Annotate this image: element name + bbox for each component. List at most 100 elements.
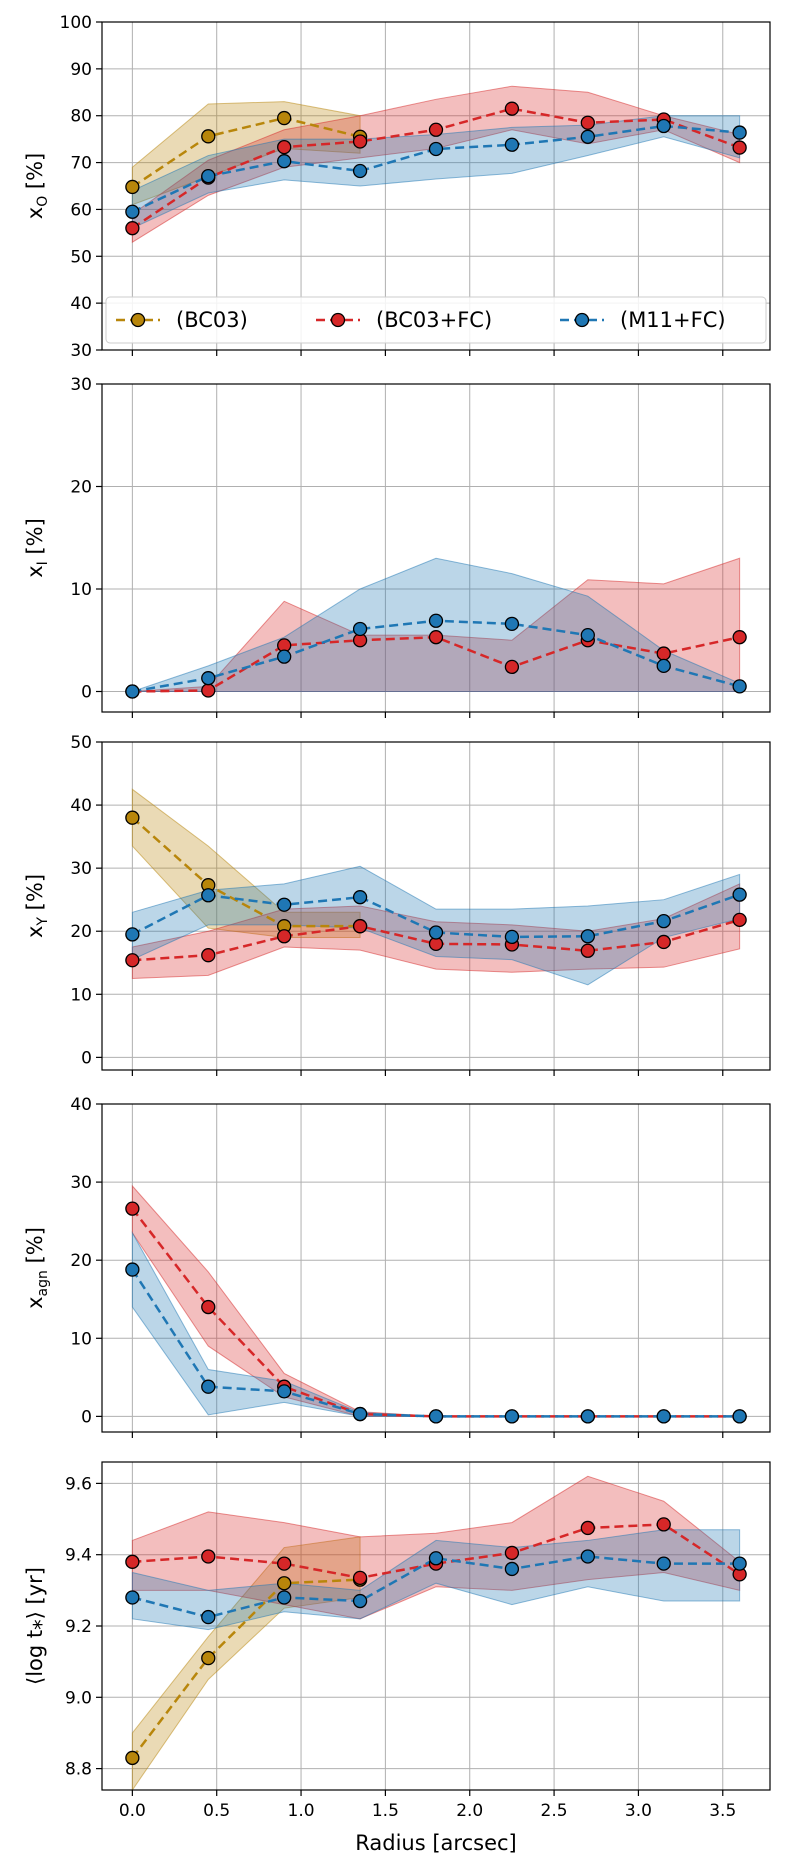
y-axis-label: xO [%] <box>23 153 51 219</box>
data-point-m11fc <box>352 163 368 179</box>
legend-label-bc03fc: (BC03+FC) <box>376 308 492 332</box>
data-point-bc03 <box>277 110 292 126</box>
axes-frame <box>101 1103 771 1433</box>
data-point-m11fc <box>732 1409 747 1424</box>
y-tick-label: 90 <box>70 60 92 80</box>
panel-2: 0 10 20 30 40 50 xY [%] <box>23 733 771 1076</box>
legend-box <box>105 296 767 344</box>
x-axis-label: Radius [arcsec] <box>355 1831 516 1855</box>
data-point-m11fc <box>201 1609 216 1625</box>
data-point-m11fc <box>277 1590 292 1605</box>
y-tick-label: 30 <box>70 341 92 361</box>
x-tick-label: 0.5 <box>203 1801 230 1821</box>
data-point-bc03fc <box>504 101 520 116</box>
data-point-m11fc <box>201 1379 216 1394</box>
data-point-bc03fc <box>352 134 368 149</box>
data-point-m11fc <box>125 927 140 942</box>
y-tick-label: 8.8 <box>65 1760 92 1780</box>
x-tick-label: 3.5 <box>709 1801 736 1821</box>
data-point-m11fc <box>580 129 595 144</box>
y-axis-label-main: x <box>23 207 47 219</box>
panel-1: 0 10 20 30 xI [%] <box>23 375 771 718</box>
data-point-m11fc <box>656 1409 671 1424</box>
data-point-bc03 <box>277 1576 292 1591</box>
data-point-bc03fc <box>656 646 671 661</box>
y-tick-label: 10 <box>70 985 92 1005</box>
data-point-bc03fc <box>201 683 216 698</box>
data-point-bc03fc <box>352 919 368 934</box>
data-point-bc03fc <box>428 630 444 645</box>
data-point-bc03fc <box>352 1570 368 1586</box>
data-point-bc03fc <box>656 1517 671 1532</box>
y-tick-label: 20 <box>70 922 92 942</box>
y-tick-label: 30 <box>70 1173 92 1193</box>
data-point-bc03fc <box>201 1549 216 1564</box>
series-line-bc03 <box>131 116 361 188</box>
y-tick-label: 70 <box>70 154 92 174</box>
y-axis-label: xY [%] <box>23 874 51 938</box>
series-line-bc03 <box>131 816 361 928</box>
data-point-m11fc <box>277 897 292 912</box>
data-point-m11fc <box>201 888 216 903</box>
y-axis-label-suffix: [%] <box>23 153 47 196</box>
data-point-m11fc <box>580 929 595 944</box>
y-axis-label-sub: I <box>35 561 51 565</box>
data-point-m11fc <box>656 658 671 674</box>
axes-frame <box>101 383 771 713</box>
data-point-bc03 <box>125 179 140 195</box>
data-point-m11fc <box>428 141 444 157</box>
legend-marker-m11fc <box>574 312 590 328</box>
y-tick-label: 40 <box>70 796 92 816</box>
y-axis-label-sub: O <box>35 196 51 207</box>
y-tick-label: 10 <box>70 1329 92 1349</box>
data-point-bc03fc <box>732 912 747 928</box>
data-point-m11fc <box>504 1409 520 1424</box>
y-tick-label: 60 <box>70 200 92 220</box>
legend-marker-bc03 <box>130 312 146 328</box>
data-point-m11fc <box>125 1590 140 1605</box>
data-point-m11fc <box>125 684 140 699</box>
data-point-m11fc <box>732 679 747 694</box>
data-point-bc03fc <box>732 140 747 155</box>
data-point-bc03fc <box>125 953 140 968</box>
data-point-bc03fc <box>580 943 595 958</box>
data-point-m11fc <box>201 671 216 686</box>
data-point-m11fc <box>580 1549 595 1564</box>
data-point-bc03fc <box>580 115 595 130</box>
y-axis-label-main: x <box>23 926 47 938</box>
data-point-bc03fc <box>428 122 444 137</box>
data-point-m11fc <box>277 154 292 169</box>
y-tick-label: 0 <box>81 1048 92 1068</box>
data-point-bc03fc <box>277 139 292 155</box>
y-tick-label: 100 <box>60 13 92 33</box>
data-point-m11fc <box>504 929 520 945</box>
y-axis-label: xI [%] <box>23 518 51 578</box>
data-point-bc03fc <box>277 929 292 944</box>
data-point-m11fc <box>125 1262 140 1277</box>
panel-4: 8.8 9.0 9.2 9.4 9.6 0.0 0.5 1.0 1.5 2.0 2.5 3.0 3.5 ⟨… <box>23 1461 771 1821</box>
x-tick-label: 2.5 <box>541 1801 568 1821</box>
data-point-m11fc <box>428 925 444 940</box>
y-tick-label: 9.4 <box>65 1546 92 1566</box>
y-axis-label-sub: agn <box>35 1270 51 1296</box>
data-point-m11fc <box>277 649 292 664</box>
data-point-bc03fc <box>732 630 747 645</box>
panel-3: 0 10 20 30 40 xagn [%] <box>23 1095 771 1438</box>
data-point-bc03fc <box>201 948 216 963</box>
y-tick-label: 40 <box>70 1095 92 1115</box>
series-line-bc03fc <box>132 1523 741 1580</box>
band-bc03 <box>131 788 361 939</box>
series-line-bc03 <box>131 1578 361 1759</box>
data-point-bc03fc <box>504 659 520 675</box>
series-line-m11fc <box>132 1555 740 1619</box>
y-tick-label: 30 <box>70 859 92 879</box>
data-point-bc03fc <box>504 1545 520 1561</box>
data-point-m11fc <box>352 1406 368 1422</box>
y-tick-label: 9.2 <box>65 1617 92 1637</box>
data-point-bc03fc <box>125 221 140 236</box>
data-point-bc03 <box>201 129 216 144</box>
y-tick-label: 10 <box>70 580 92 600</box>
data-point-bc03 <box>125 810 140 825</box>
y-tick-label: 0 <box>81 683 92 703</box>
data-point-m11fc <box>125 204 140 219</box>
